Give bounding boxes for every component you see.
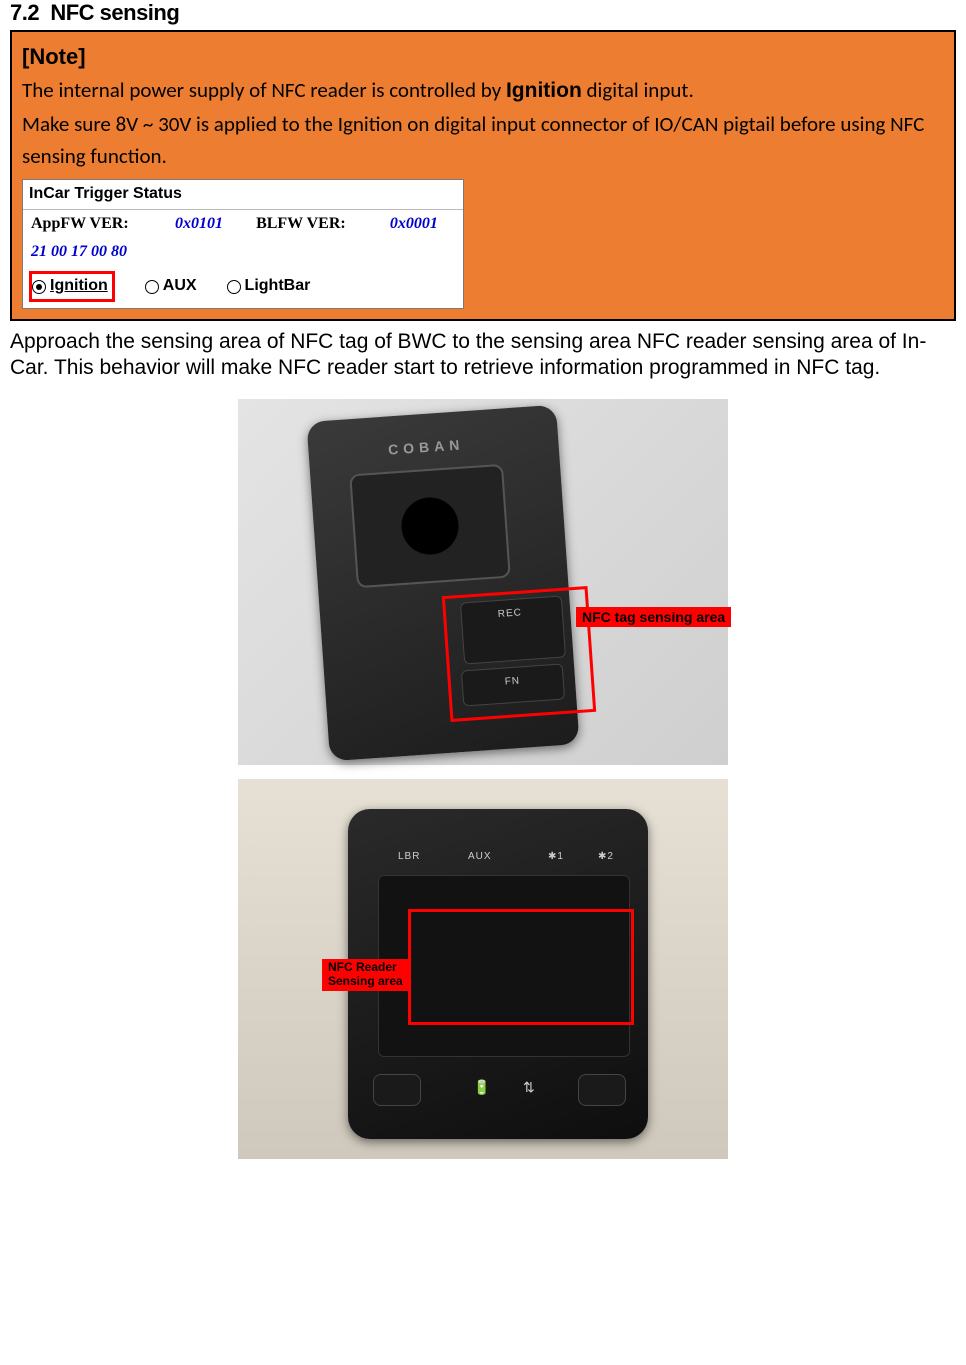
section-number: 7.2 <box>10 0 39 25</box>
label-bt2: ✱2 <box>598 851 614 862</box>
version-table: AppFW VER: 0x0101 BLFW VER: 0x0001 <box>23 210 463 239</box>
label-bt1: ✱1 <box>548 851 564 862</box>
radio-aux-label: AUX <box>163 274 197 299</box>
dock-button-left <box>373 1074 421 1106</box>
appfw-value: 0x0101 <box>167 210 248 239</box>
blfw-label: BLFW VER: <box>248 210 382 239</box>
section-title: NFC sensing <box>50 0 179 25</box>
nfc-reader-label-l2: Sensing area <box>328 974 403 988</box>
note-line1-before: The internal power supply of NFC reader … <box>22 77 506 103</box>
battery-icon: 🔋 <box>473 1079 490 1096</box>
note-box: [Note] The internal power supply of NFC … <box>10 30 956 321</box>
note-line1-bold: Ignition <box>506 79 582 102</box>
body-paragraph: Approach the sensing area of NFC tag of … <box>10 329 956 382</box>
lens-icon <box>349 464 511 588</box>
nfc-reader-sensing-area-box <box>408 909 634 1025</box>
hex-line: 21 00 17 00 80 <box>23 238 463 267</box>
nfc-reader-label-l1: NFC Reader <box>328 960 397 974</box>
radio-dot-icon <box>227 280 241 294</box>
radio-ignition[interactable]: Ignition <box>29 271 115 302</box>
blfw-value: 0x0001 <box>382 210 463 239</box>
transfer-icon: ⇅ <box>523 1079 535 1096</box>
dock-button-right <box>578 1074 626 1106</box>
panel-legend: InCar Trigger Status <box>23 180 463 210</box>
nfc-tag-sensing-area-box <box>442 586 596 722</box>
nfc-tag-sensing-area-label: NFC tag sensing area <box>576 607 731 627</box>
radio-aux[interactable]: AUX <box>145 274 197 299</box>
note-title: [Note] <box>22 44 86 69</box>
radio-dot-icon <box>32 280 46 294</box>
label-lbr: LBR <box>398 851 420 862</box>
nfc-reader-sensing-area-label: NFC Reader Sensing area <box>322 959 409 991</box>
radio-lightbar-label: LightBar <box>245 274 311 299</box>
label-aux: AUX <box>468 851 492 862</box>
radio-dot-icon <box>145 280 159 294</box>
appfw-label: AppFW VER: <box>23 210 167 239</box>
note-line2: Make sure 8V ~ 30V is applied to the Ign… <box>22 111 924 170</box>
radio-row: Ignition AUX LightBar <box>23 267 463 308</box>
section-heading: 7.2 NFC sensing <box>10 0 956 26</box>
radio-lightbar[interactable]: LightBar <box>227 274 311 299</box>
radio-ignition-label: Ignition <box>50 274 108 299</box>
note-line1-after: digital input. <box>582 77 694 103</box>
trigger-status-panel: InCar Trigger Status AppFW VER: 0x0101 B… <box>22 179 464 309</box>
photo-bwc: COBAN REC FN NFC tag sensing area <box>238 399 728 765</box>
photo-incar: LBR AUX ✱1 ✱2 NFC Reader Sensing area 🔋 … <box>238 779 728 1159</box>
